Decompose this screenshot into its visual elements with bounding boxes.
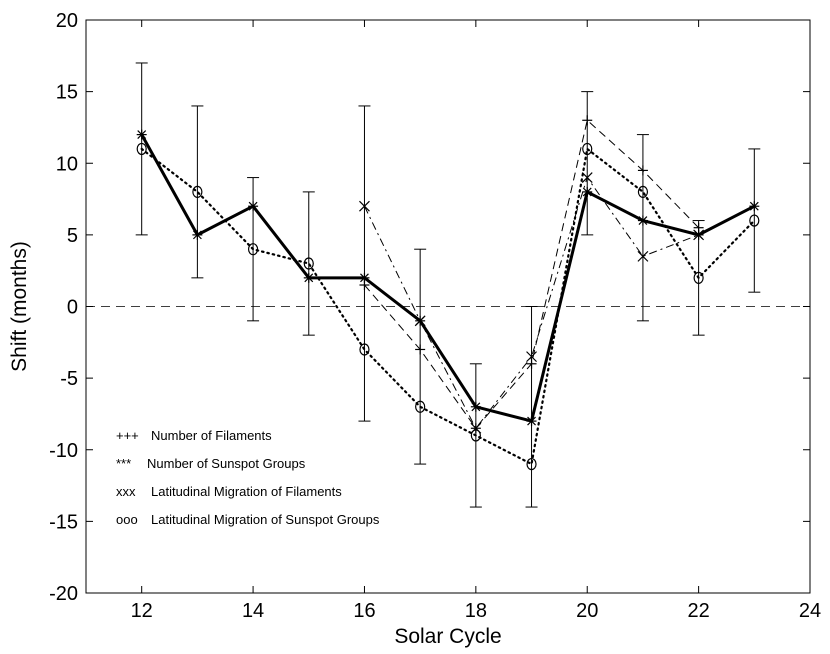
- legend-symbol: +++: [116, 428, 139, 443]
- data-point-marker: [526, 351, 537, 363]
- x-axis-label: Solar Cycle: [394, 625, 501, 648]
- x-axis-ticks: 12 14 16 18 20 22 24: [131, 20, 821, 622]
- legend-label: Number of Filaments: [151, 428, 272, 443]
- legend-entry: +++ Number of Filaments: [116, 428, 272, 443]
- legend-entry: ooo Latitudinal Migration of Sunspot Grou…: [116, 512, 380, 527]
- legend-entry: xxx Latitudinal Migration of Filaments: [116, 484, 342, 499]
- legend: +++ Number of Filaments *** Number of Sunsp…: [116, 428, 380, 527]
- data-point-marker: [637, 250, 649, 262]
- legend-label: Latitudinal Migration of Sunspot Groups: [151, 512, 380, 527]
- error-bar: [748, 148, 761, 293]
- x-tick-label: 20: [576, 600, 598, 622]
- data-point-marker: [415, 400, 426, 413]
- data-point-marker: [749, 201, 760, 212]
- data-point-marker: [136, 142, 147, 156]
- data-point-marker: [749, 214, 760, 227]
- data-point-marker: [582, 186, 593, 197]
- data-point-marker: [359, 272, 370, 283]
- data-point-marker: [637, 215, 648, 226]
- legend-label: Latitudinal Migration of Filaments: [151, 484, 342, 499]
- x-tick-label: 14: [242, 600, 264, 622]
- x-tick-label: 22: [687, 600, 709, 622]
- data-point-marker: [136, 129, 147, 140]
- data-point-marker: [637, 165, 648, 176]
- error-bar: [191, 105, 204, 279]
- error-bar: [358, 105, 371, 422]
- series-line: [140, 147, 756, 466]
- error-bar: [636, 134, 649, 322]
- marker-layer: [136, 115, 760, 471]
- y-axis-label: Shift (months): [8, 241, 31, 372]
- y-tick-label: 20: [56, 10, 78, 32]
- error-bar: [414, 248, 427, 465]
- data-point-marker: [192, 185, 203, 198]
- data-point-marker: [526, 457, 537, 471]
- x-tick-label: 16: [353, 600, 375, 622]
- legend-symbol: ooo: [116, 512, 138, 527]
- y-tick-label: 15: [56, 82, 78, 104]
- legend-symbol: ***: [116, 456, 131, 471]
- data-point-marker: [693, 229, 705, 241]
- y-tick-label: -20: [49, 583, 78, 605]
- x-tick-label: 18: [465, 600, 487, 622]
- data-point-marker: [359, 343, 370, 356]
- y-tick-label: 10: [56, 153, 78, 175]
- y-tick-label: -10: [49, 440, 78, 462]
- data-point-marker: [415, 344, 426, 355]
- legend-entry: *** Number of Sunspot Groups: [116, 456, 306, 471]
- data-point-marker: [359, 200, 370, 212]
- data-point-marker: [192, 229, 203, 240]
- data-point-marker: [303, 272, 314, 283]
- data-point-marker: [303, 257, 314, 270]
- data-point-marker: [247, 243, 259, 256]
- data-point-marker: [526, 416, 537, 427]
- data-point-marker: [637, 185, 649, 198]
- data-point-marker: [526, 358, 537, 369]
- y-tick-label: 0: [67, 297, 78, 319]
- error-bar: [302, 191, 315, 336]
- series-line: [140, 133, 755, 423]
- data-point-marker: [470, 401, 481, 412]
- data-point-marker: [581, 172, 593, 183]
- data-point-marker: [582, 142, 593, 156]
- x-tick-label: 12: [131, 600, 153, 622]
- x-tick-label: 24: [799, 600, 821, 622]
- data-point-marker: [414, 315, 426, 327]
- series-layer: [140, 119, 756, 466]
- y-tick-label: -15: [49, 511, 78, 533]
- data-point-marker: [693, 271, 704, 284]
- data-point-marker: [582, 115, 593, 126]
- data-point-marker: [248, 201, 259, 212]
- legend-label: Number of Sunspot Groups: [147, 456, 306, 471]
- y-tick-label: 5: [67, 225, 78, 247]
- legend-symbol: xxx: [116, 484, 136, 499]
- data-point-marker: [470, 429, 481, 442]
- y-axis-ticks: -20 -15 -10 -5 0 5 10 15 20: [49, 10, 810, 605]
- y-tick-label: -5: [60, 368, 78, 390]
